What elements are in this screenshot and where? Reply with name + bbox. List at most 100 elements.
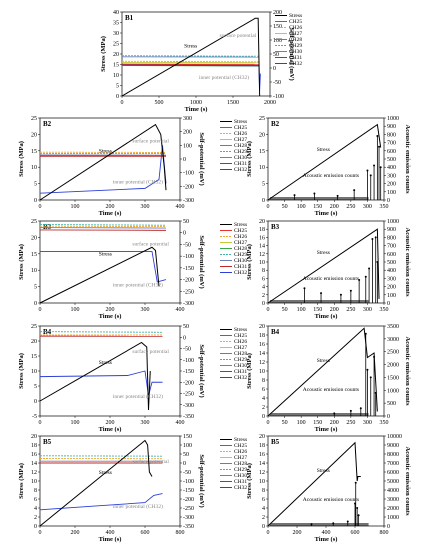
y-tick-label: 20 [259,132,265,138]
annotation-surface-potential: surface potential [132,458,169,465]
panel-label: B2 [43,120,52,128]
annotation-ae-counts: Acoustic emission counts [303,387,359,393]
ae-point [366,368,369,371]
annotation-inner-potential: inner potential (CH32) [113,393,163,400]
y2-tick-label: 0 [387,198,390,204]
y-axis-label: Stress (MPa) [100,36,107,72]
y-tick-label: 4 [262,506,265,512]
annotation-stress: Stress [99,251,112,257]
panel-b4-ae: 0246810121416182005001000150020002500300… [246,324,411,433]
y-axis-label: Stress (MPa) [18,244,25,280]
x-tick-label: 200 [106,420,115,426]
y-tick-label: 12 [259,252,265,258]
annotation-surface-potential: surface potential [220,32,257,39]
y-axis-label: Stress (MPa) [246,463,253,499]
annotation-stress: Stress [99,148,112,154]
y-tick-label: 14 [31,461,37,467]
y2-tick-label: 100 [183,143,192,149]
legend-entry-ch32: CH32 [234,485,247,491]
y-tick-label: 16 [259,452,265,458]
panel-b4: -50510152025-350-300-250-200-150-100-500… [18,324,247,433]
x-tick-label: 150 [313,204,322,210]
y-tick-label: 2 [262,515,265,521]
panel-b2-ae: 0510152025010020030040050060070080090010… [246,116,411,217]
y-axis-label: Stress (MPa) [18,463,25,499]
annotation-inner-potential: inner potential (CH32) [199,74,249,81]
ae-point [358,279,361,282]
ae-point [376,135,379,138]
x-tick-label: 100 [297,204,306,210]
y2-tick-label: 50 [183,324,189,330]
panel-label: B1 [125,14,134,22]
legend-entry-ch30: CH30 [234,363,247,369]
plot-frame [39,435,181,527]
stress-line [39,123,167,201]
x-tick-label: 350 [380,420,389,426]
x-tick-label: 1000 [190,100,202,106]
ae-point [357,514,360,517]
y2-tick-label: 2000 [387,363,399,369]
x-tick-label: 150 [313,420,322,426]
plot-frame [267,435,385,527]
ae-point [379,166,382,169]
legend-entry-ch27: CH27 [234,455,247,461]
y-tick-label: 25 [113,42,119,48]
y2-tick-label: 100 [183,443,192,449]
y2-tick-label: 0 [387,414,390,420]
x-tick-label: 200 [330,204,339,210]
y2-tick-label: 700 [387,141,396,147]
y-tick-label: 6 [262,387,265,393]
stress-line [39,246,160,304]
legend-entry-ch28: CH28 [289,37,302,43]
y2-tick-label: 700 [387,244,396,250]
x-tick-label: 250 [346,307,355,313]
y2-tick-label: 1000 [387,116,399,122]
x-tick-label: 50 [282,204,288,210]
legend-entry-stress: Stress [234,327,247,333]
y-tick-label: 30 [113,31,119,37]
y2-tick-label: -300 [183,403,194,409]
x-tick-label: 0 [267,530,270,536]
y-tick-label: 20 [113,52,119,58]
x-axis-label: Time (s) [99,536,122,543]
y2-tick-label: 800 [387,235,396,241]
legend-entry-ch28: CH28 [234,143,247,149]
y-tick-label: 18 [259,333,265,339]
y2-tick-label: 0 [183,231,186,237]
ae-point [303,287,306,290]
ae-point [369,174,372,177]
y2-axis-label: Self-potential (mV) [198,454,205,507]
ae-point [373,164,376,167]
y2-tick-label: -250 [183,289,194,295]
y2-tick-label: 4000 [387,488,399,494]
y2-tick-label: 0 [183,335,186,341]
y2-tick-label: -350 [183,414,194,420]
y-tick-label: 25 [31,116,37,122]
plot-frame [267,325,385,417]
x-tick-label: 1500 [227,100,239,106]
legend-entry-ch29: CH29 [234,357,247,363]
stress-line [39,439,153,527]
annotation-surface-potential: surface potential [132,138,169,145]
y2-tick-label: -100 [183,479,194,485]
legend-entry-ch32: CH32 [289,61,302,67]
y-tick-label: 5 [116,84,119,90]
ae-point [320,292,323,295]
y2-tick-label: -100 [183,358,194,364]
y-tick-label: 6 [34,497,37,503]
y-axis-label: Stress (MPa) [246,244,253,280]
y-tick-label: 20 [31,434,37,440]
y-tick-label: 8 [262,378,265,384]
y2-tick-label: -100 [183,171,194,177]
y-axis-label: Stress (MPa) [18,141,25,177]
x-tick-label: 150 [313,307,322,313]
panel-label: B4 [271,328,280,336]
y2-tick-label: 150 [273,24,282,30]
y-tick-label: 15 [31,252,37,258]
annotation-stress: Stress [317,358,330,364]
y2-tick-label: 400 [387,165,396,171]
plot-frame [39,220,181,304]
y2-tick-label: 500 [387,401,396,407]
y-tick-label: 0 [34,301,37,307]
